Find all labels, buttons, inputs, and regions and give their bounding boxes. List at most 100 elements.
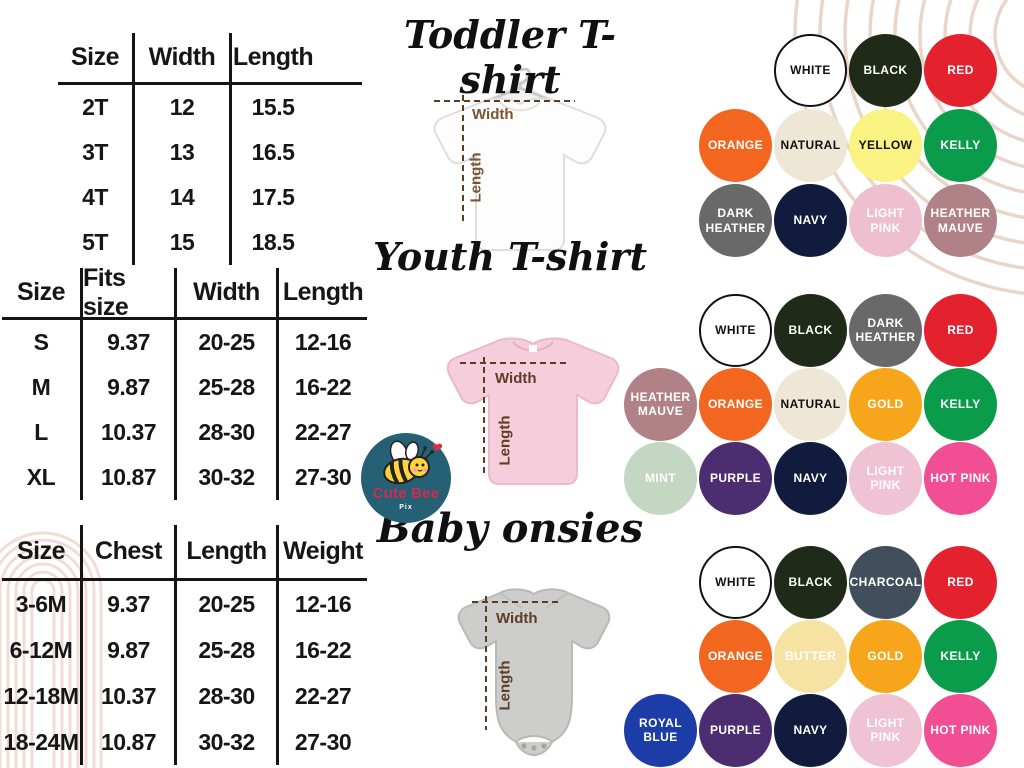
column-header: Weight bbox=[279, 525, 367, 581]
color-swatch-natural: NATURAL bbox=[774, 109, 847, 182]
column-header: Width bbox=[135, 33, 232, 85]
table-cell: 18.5 bbox=[251, 229, 295, 255]
color-swatch-hot-pink: HOT PINK bbox=[924, 693, 997, 767]
color-swatch-butter: BUTTER bbox=[774, 619, 847, 693]
column-header: Size bbox=[2, 525, 83, 581]
table-cell: 27-30 bbox=[294, 464, 352, 490]
pink-tee-shape bbox=[446, 337, 620, 485]
white-tee-shape bbox=[433, 97, 607, 251]
table-cell: 25-28 bbox=[177, 365, 279, 410]
baby-onesie-diagram: Width Length bbox=[432, 578, 637, 768]
color-swatch-hot-pink: HOT PINK bbox=[924, 441, 997, 515]
envelope-neck-lines bbox=[499, 592, 569, 609]
snap-buttons bbox=[521, 743, 547, 751]
table-cell: 16-22 bbox=[294, 374, 352, 400]
color-swatch-mint: MINT bbox=[624, 441, 697, 515]
toddler-shirt-diagram: Width Length bbox=[398, 64, 642, 260]
color-swatch-heather-mauve: HEATHER MAUVE bbox=[624, 367, 697, 441]
table-cell: 16.5 bbox=[251, 139, 295, 165]
column-header: Length bbox=[177, 525, 279, 581]
measurement-dashes bbox=[434, 95, 575, 222]
color-swatch-black: BLACK bbox=[774, 293, 847, 367]
color-swatch-kelly: KELLY bbox=[924, 109, 997, 182]
shirt-tag bbox=[529, 345, 537, 352]
table-cell: 5T bbox=[58, 220, 135, 265]
color-swatch-black: BLACK bbox=[774, 545, 847, 619]
color-swatch-white: WHITE bbox=[699, 293, 772, 367]
table-cell: 27-30 bbox=[294, 728, 352, 755]
color-swatch-gold: GOLD bbox=[849, 619, 922, 693]
table-cell: 3-6M bbox=[2, 581, 83, 627]
table-cell: XL bbox=[2, 455, 83, 500]
color-swatch-navy: NAVY bbox=[774, 693, 847, 767]
color-swatch-white: WHITE bbox=[699, 545, 772, 619]
color-swatch-charcoal: CHARCOAL bbox=[849, 545, 922, 619]
table-cell: 28-30 bbox=[177, 410, 279, 455]
logo-shop-name: Cute Bee bbox=[372, 485, 440, 502]
baby-size-table: Size Chest Length Weight 3-6M 9.37 20-25 12-16 6… bbox=[2, 525, 367, 765]
table-cell: 10.37 bbox=[83, 410, 177, 455]
table-cell: 12-16 bbox=[294, 590, 352, 617]
color-swatch-royal-blue: ROYAL BLUE bbox=[624, 693, 697, 767]
color-swatch-gold: GOLD bbox=[849, 367, 922, 441]
color-swatch-kelly: KELLY bbox=[924, 367, 997, 441]
width-dimension-label: Width bbox=[472, 106, 514, 123]
color-swatch-orange: ORANGE bbox=[699, 619, 772, 693]
color-swatch-black: BLACK bbox=[849, 34, 922, 107]
color-swatch-heather-mauve: HEATHER MAUVE bbox=[924, 184, 997, 257]
neckline bbox=[499, 101, 541, 112]
table-cell: 9.37 bbox=[83, 320, 177, 365]
table-cell: 22-27 bbox=[294, 682, 352, 709]
table-cell: 15.5 bbox=[251, 94, 295, 120]
table-cell: 10.87 bbox=[83, 455, 177, 500]
length-dimension-label: Length bbox=[496, 415, 514, 466]
column-header: Length bbox=[232, 33, 362, 85]
color-swatch-red: RED bbox=[924, 34, 997, 107]
toddler-shirt-photo bbox=[433, 67, 607, 251]
shop-logo: Cute Bee Pix bbox=[361, 433, 451, 523]
table-cell: 17.5 bbox=[251, 184, 295, 210]
onesie-shape bbox=[457, 588, 611, 744]
column-header: Chest bbox=[83, 525, 177, 581]
column-header: Size bbox=[58, 33, 135, 85]
color-swatch-yellow: YELLOW bbox=[849, 109, 922, 182]
youth-size-table: Size Fits size Width Length S 9.37 20-25 12-16 M… bbox=[2, 264, 367, 500]
color-swatch-light-pink: LIGHT PINK bbox=[849, 184, 922, 257]
table-cell: 12-18M bbox=[2, 673, 83, 719]
table-cell: 3T bbox=[58, 130, 135, 175]
color-swatch-red: RED bbox=[924, 293, 997, 367]
color-swatch-orange: ORANGE bbox=[699, 367, 772, 441]
table-cell: 22-27 bbox=[294, 419, 352, 445]
table-cell: 30-32 bbox=[177, 455, 279, 500]
pink-shirt-photo bbox=[446, 337, 620, 485]
table-cell: 30-32 bbox=[177, 719, 279, 765]
table-cell: 9.37 bbox=[83, 581, 177, 627]
toddler-section-title: Toddler T-shirt bbox=[403, 12, 617, 102]
table-cell: 20-25 bbox=[177, 320, 279, 365]
table-cell: 9.87 bbox=[83, 627, 177, 673]
table-cell: S bbox=[2, 320, 83, 365]
toddler-size-table: Size Width Length 2T 12 15.5 3T 13 16.5 4T 14 17.5 5… bbox=[58, 33, 362, 265]
table-cell: 12 bbox=[135, 85, 232, 130]
length-dimension-label: Length bbox=[496, 660, 514, 711]
bee-illustration bbox=[383, 440, 443, 485]
logo-shop-subtitle: Pix bbox=[399, 504, 413, 511]
color-swatch-dark-heather: DARK HEATHER bbox=[699, 184, 772, 257]
length-dimension-label: Length bbox=[467, 152, 485, 203]
table-cell: 14 bbox=[135, 175, 232, 220]
heart-icon bbox=[433, 443, 443, 451]
table-cell: 6-12M bbox=[2, 627, 83, 673]
table-cell: 12-16 bbox=[294, 329, 352, 355]
color-swatch-purple: PURPLE bbox=[699, 693, 772, 767]
youth-shirt-diagram: Width Length bbox=[415, 322, 650, 494]
color-swatch-natural: NATURAL bbox=[774, 367, 847, 441]
table-cell: 25-28 bbox=[177, 627, 279, 673]
color-swatch-light-pink: LIGHT PINK bbox=[849, 693, 922, 767]
color-swatch-purple: PURPLE bbox=[699, 441, 772, 515]
gray-onesie-photo bbox=[457, 588, 611, 757]
color-swatch-white: WHITE bbox=[774, 34, 847, 107]
toddler-color-options: WHITE BLACK RED ORANGE NATURAL YELLOW KELLY DAR… bbox=[698, 33, 998, 258]
table-cell: 20-25 bbox=[177, 581, 279, 627]
measurement-dashes bbox=[460, 357, 567, 477]
